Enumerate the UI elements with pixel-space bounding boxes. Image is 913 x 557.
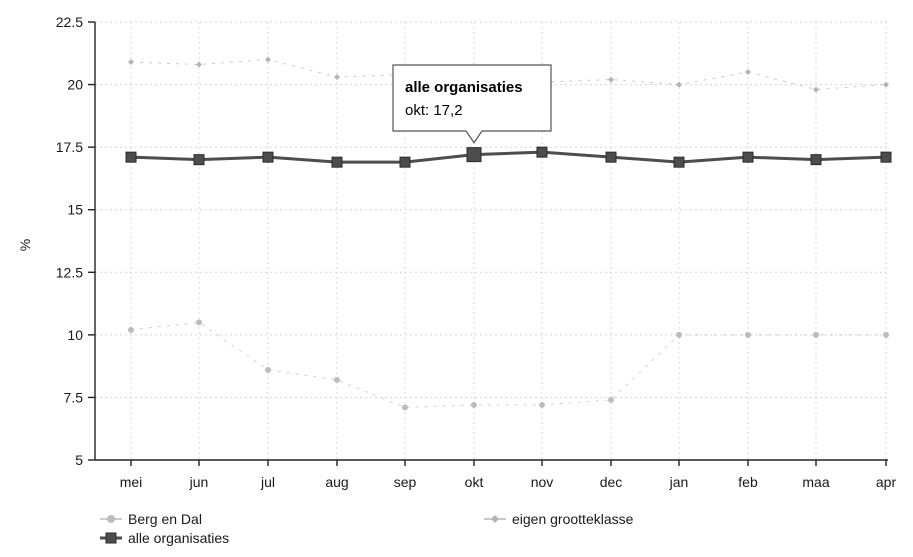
data-point	[466, 147, 482, 163]
data-point	[334, 74, 340, 81]
x-tick-label: okt	[465, 474, 484, 490]
x-tick-label: mei	[120, 474, 143, 490]
data-point	[608, 396, 614, 403]
tooltip-value: okt: 17,2	[405, 102, 463, 119]
legend-item: Berg en Dal	[100, 511, 202, 527]
legend-item: eigen grootteklasse	[484, 511, 634, 527]
data-point	[193, 154, 205, 166]
data-point	[742, 151, 754, 163]
x-tick-label: apr	[876, 474, 897, 490]
data-point	[676, 331, 682, 338]
x-tick-label: sep	[394, 474, 417, 490]
tooltip-box	[392, 64, 552, 144]
axes	[94, 22, 888, 461]
data-point	[128, 326, 134, 333]
x-tick-label: feb	[738, 474, 758, 490]
data-point	[810, 154, 822, 166]
data-point	[676, 81, 682, 88]
data-point	[128, 59, 134, 66]
y-tick-label: 5	[75, 452, 83, 468]
series-layer	[125, 56, 892, 411]
series-alle-organisaties	[125, 146, 892, 168]
data-point	[265, 56, 271, 63]
data-point	[880, 151, 892, 163]
data-point	[331, 156, 343, 168]
data-point	[745, 331, 751, 338]
data-point	[399, 156, 411, 168]
data-point	[813, 331, 819, 338]
tooltip-title: alle organisaties	[405, 79, 523, 96]
data-point	[745, 69, 751, 76]
legend-marker	[491, 515, 499, 523]
grid	[95, 21, 888, 460]
legend: Berg en Dal eigen grootteklasse alle organ…	[100, 511, 634, 546]
y-tick-label: 17.5	[56, 139, 83, 155]
legend-label: alle organisaties	[128, 530, 229, 546]
data-point	[536, 146, 548, 158]
data-point	[608, 76, 614, 83]
series-line	[130, 321, 886, 408]
x-tick-label: nov	[531, 474, 554, 490]
legend-label: eigen grootteklasse	[512, 511, 634, 527]
y-tick-label: 15	[67, 202, 83, 218]
data-point	[673, 156, 685, 168]
x-tick-label: aug	[325, 474, 348, 490]
data-point	[196, 319, 202, 326]
x-tick-label: dec	[600, 474, 623, 490]
series-berg-en-dal	[128, 319, 889, 411]
x-tick-label: maa	[802, 474, 829, 490]
y-tick-label: 10	[67, 327, 83, 343]
y-tick-label: 20	[67, 77, 83, 93]
legend-item: alle organisaties	[100, 530, 229, 546]
data-point	[813, 86, 819, 93]
data-point	[539, 401, 545, 408]
x-axis-ticks: mei jun jul aug sep okt nov dec jan feb maa apr	[120, 460, 897, 490]
data-point	[265, 366, 271, 373]
data-point	[334, 376, 340, 383]
x-tick-label: jul	[260, 474, 275, 490]
y-tick-label: 12.5	[56, 264, 83, 280]
x-tick-label: jan	[669, 474, 689, 490]
legend-marker	[107, 515, 115, 523]
legend-label: Berg en Dal	[128, 511, 202, 527]
data-point	[125, 151, 137, 163]
x-tick-label: jun	[189, 474, 209, 490]
data-point	[883, 331, 889, 338]
data-point	[196, 61, 202, 68]
y-tick-label: 7.5	[64, 389, 84, 405]
y-axis-label: %	[17, 239, 33, 251]
y-tick-label: 22.5	[56, 14, 83, 30]
series-line	[130, 150, 887, 164]
data-point	[471, 401, 477, 408]
data-point	[883, 81, 889, 88]
legend-marker	[105, 532, 117, 544]
data-point	[402, 404, 408, 411]
y-axis-ticks: 5 7.5 10 12.5 15 17.5 20 22.5	[56, 14, 95, 468]
data-point	[262, 151, 274, 163]
tooltip: alle organisaties okt: 17,2	[392, 64, 552, 144]
data-point	[605, 151, 617, 163]
